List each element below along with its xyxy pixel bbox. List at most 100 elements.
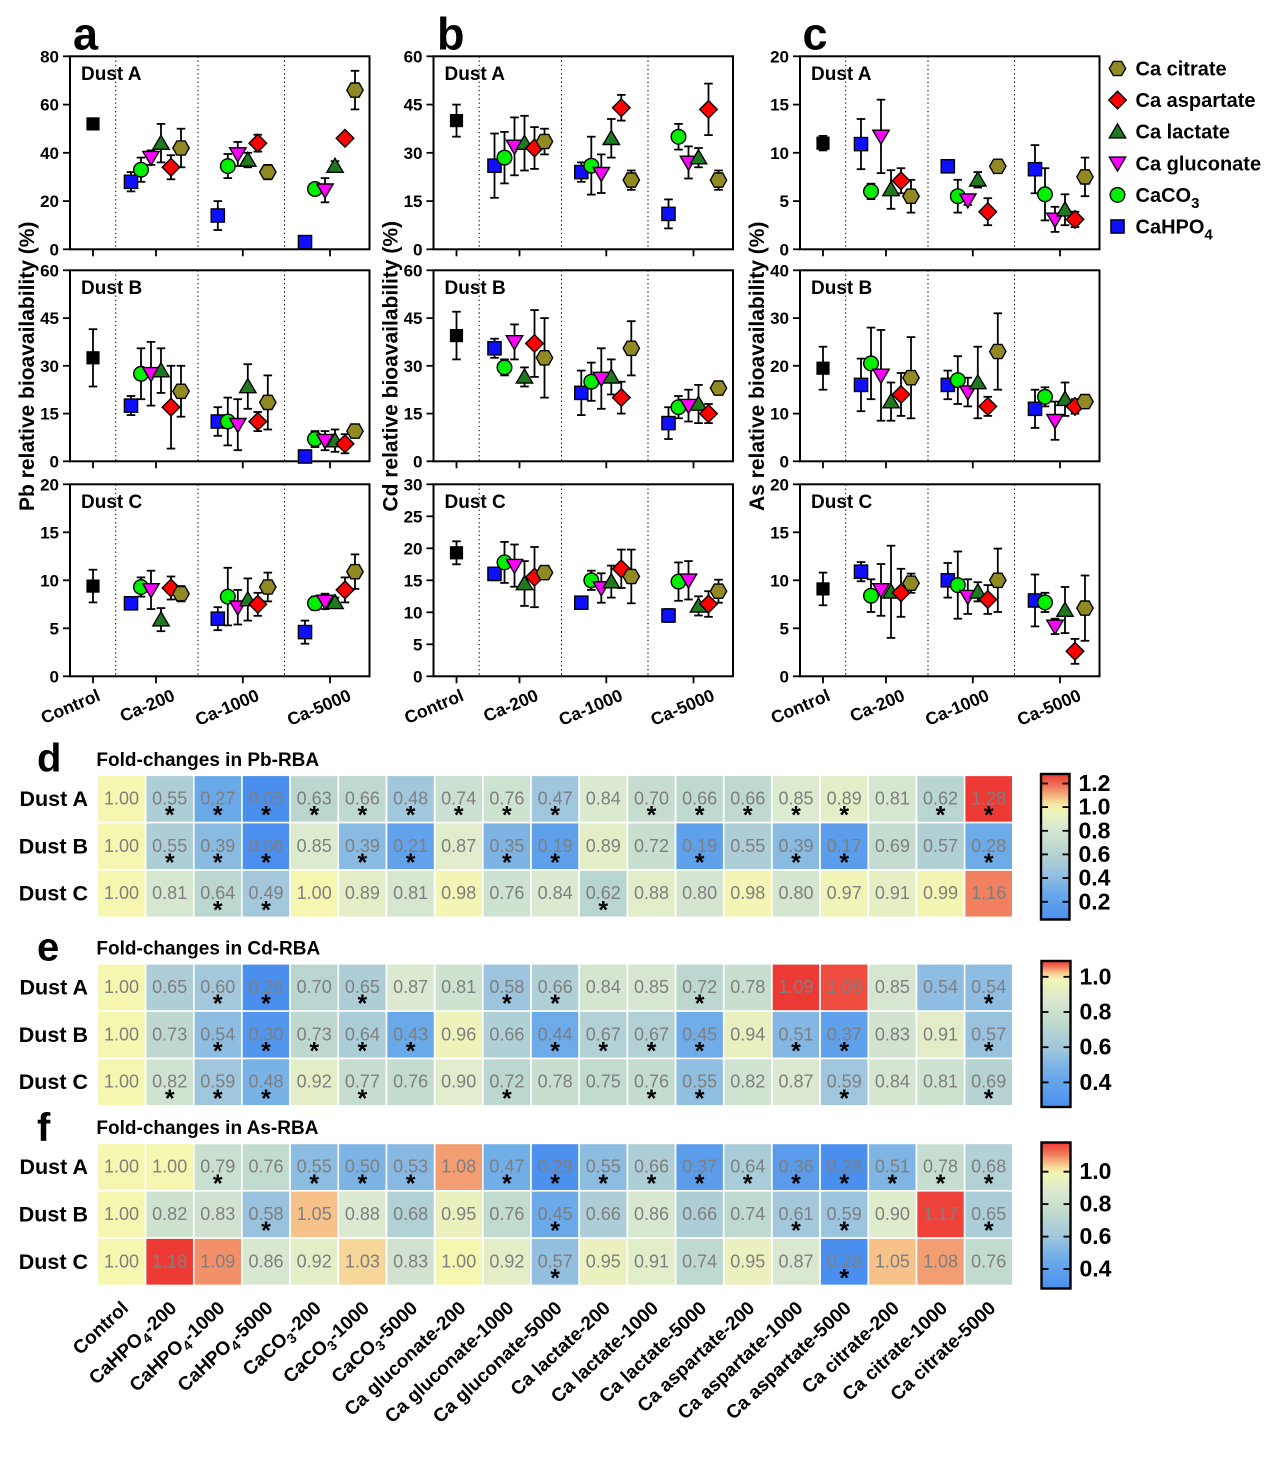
- svg-text:0.37: 0.37: [827, 1024, 862, 1044]
- svg-text:0.82: 0.82: [152, 1072, 187, 1092]
- svg-text:0.87: 0.87: [778, 1251, 813, 1271]
- svg-text:0.82: 0.82: [152, 1204, 187, 1224]
- svg-text:30: 30: [404, 475, 423, 494]
- svg-text:0.30: 0.30: [248, 1024, 283, 1044]
- svg-text:*: *: [791, 849, 801, 877]
- svg-text:0.2: 0.2: [1079, 888, 1111, 914]
- svg-text:40: 40: [770, 261, 789, 280]
- svg-text:0: 0: [413, 240, 422, 259]
- svg-text:0.84: 0.84: [875, 1072, 910, 1092]
- svg-text:40: 40: [40, 144, 59, 163]
- svg-text:*: *: [502, 849, 512, 877]
- svg-text:0.66: 0.66: [586, 1204, 621, 1224]
- svg-text:0.58: 0.58: [489, 977, 524, 997]
- svg-text:0.4: 0.4: [1080, 1069, 1112, 1095]
- svg-text:10: 10: [770, 144, 789, 163]
- svg-text:*: *: [791, 1038, 801, 1066]
- svg-text:0.90: 0.90: [441, 1072, 476, 1092]
- svg-text:0.17: 0.17: [827, 836, 862, 856]
- svg-text:0.29: 0.29: [538, 1157, 573, 1177]
- svg-text:Dust B: Dust B: [81, 278, 142, 299]
- svg-text:0.62: 0.62: [586, 883, 621, 903]
- svg-text:0.65: 0.65: [152, 977, 187, 997]
- svg-text:Dust A: Dust A: [81, 64, 142, 85]
- svg-text:*: *: [598, 896, 608, 924]
- svg-text:1.00: 1.00: [104, 1204, 139, 1224]
- svg-text:0.75: 0.75: [586, 1072, 621, 1092]
- svg-text:1.08: 1.08: [923, 1251, 958, 1271]
- svg-text:0.63: 0.63: [297, 789, 332, 809]
- svg-text:0.74: 0.74: [441, 789, 476, 809]
- svg-text:25: 25: [404, 507, 423, 526]
- svg-text:1.00: 1.00: [297, 883, 332, 903]
- svg-text:0.27: 0.27: [200, 789, 235, 809]
- svg-text:1.2: 1.2: [1079, 770, 1111, 796]
- svg-text:20: 20: [770, 475, 789, 494]
- svg-text:0.66: 0.66: [730, 789, 765, 809]
- svg-text:0.78: 0.78: [923, 1157, 958, 1177]
- svg-text:Dust C: Dust C: [19, 882, 88, 906]
- svg-text:Dust B: Dust B: [19, 1023, 88, 1047]
- svg-text:0.73: 0.73: [297, 1024, 332, 1044]
- svg-text:0.49: 0.49: [248, 883, 283, 903]
- svg-text:*: *: [358, 1170, 368, 1198]
- svg-text:0.90: 0.90: [875, 1204, 910, 1224]
- svg-text:0.58: 0.58: [248, 1204, 283, 1224]
- svg-text:1.08: 1.08: [441, 1157, 476, 1177]
- svg-text:*: *: [791, 1217, 801, 1245]
- svg-text:0.81: 0.81: [152, 883, 187, 903]
- svg-text:*: *: [261, 1038, 271, 1066]
- svg-text:*: *: [839, 1265, 849, 1293]
- svg-text:0.91: 0.91: [923, 1024, 958, 1044]
- svg-text:0.6: 0.6: [1080, 1223, 1112, 1249]
- svg-text:0.66: 0.66: [682, 1204, 717, 1224]
- svg-text:1.00: 1.00: [152, 1157, 187, 1177]
- svg-text:*: *: [839, 802, 849, 830]
- svg-text:a: a: [73, 9, 99, 60]
- svg-text:Fold-changes in As-RBA: Fold-changes in As-RBA: [96, 1118, 318, 1139]
- svg-text:0.84: 0.84: [586, 977, 621, 997]
- svg-text:*: *: [984, 1038, 994, 1066]
- svg-text:0.43: 0.43: [393, 1024, 428, 1044]
- svg-text:0.8: 0.8: [1080, 1191, 1112, 1217]
- svg-text:*: *: [984, 1170, 994, 1198]
- svg-text:0.76: 0.76: [489, 1204, 524, 1224]
- svg-text:0.92: 0.92: [489, 1251, 524, 1271]
- svg-text:0.85: 0.85: [778, 789, 813, 809]
- svg-text:*: *: [261, 1085, 271, 1113]
- svg-text:0.55: 0.55: [152, 789, 187, 809]
- svg-text:0.4: 0.4: [1079, 865, 1111, 891]
- svg-text:0.96: 0.96: [441, 1024, 476, 1044]
- svg-text:10: 10: [40, 571, 59, 590]
- svg-text:*: *: [406, 849, 416, 877]
- svg-text:0.98: 0.98: [441, 883, 476, 903]
- svg-text:*: *: [213, 896, 223, 924]
- svg-text:*: *: [695, 1038, 705, 1066]
- svg-text:0.95: 0.95: [730, 1251, 765, 1271]
- svg-text:*: *: [695, 802, 705, 830]
- svg-text:*: *: [213, 1038, 223, 1066]
- svg-text:0.28: 0.28: [827, 1251, 862, 1271]
- svg-text:0.83: 0.83: [200, 1204, 235, 1224]
- svg-text:0.62: 0.62: [923, 789, 958, 809]
- svg-text:0.51: 0.51: [778, 1024, 813, 1044]
- svg-text:0.55: 0.55: [152, 836, 187, 856]
- svg-text:Dust B: Dust B: [19, 1202, 88, 1226]
- svg-text:60: 60: [404, 261, 423, 280]
- svg-text:0.55: 0.55: [297, 1157, 332, 1177]
- svg-text:10: 10: [770, 405, 789, 424]
- svg-text:*: *: [598, 1038, 608, 1066]
- svg-text:0.54: 0.54: [923, 977, 958, 997]
- svg-text:30: 30: [404, 144, 423, 163]
- svg-text:0.76: 0.76: [489, 883, 524, 903]
- svg-text:*: *: [261, 1217, 271, 1245]
- svg-text:Ca lactate: Ca lactate: [1136, 122, 1231, 144]
- svg-text:Dust A: Dust A: [811, 64, 872, 85]
- svg-text:1.0: 1.0: [1080, 963, 1112, 989]
- svg-text:*: *: [647, 1170, 657, 1198]
- svg-text:Dust A: Dust A: [20, 1155, 88, 1179]
- svg-text:0.76: 0.76: [634, 1072, 669, 1092]
- svg-text:20: 20: [770, 47, 789, 66]
- svg-text:*: *: [647, 802, 657, 830]
- svg-text:*: *: [647, 1038, 657, 1066]
